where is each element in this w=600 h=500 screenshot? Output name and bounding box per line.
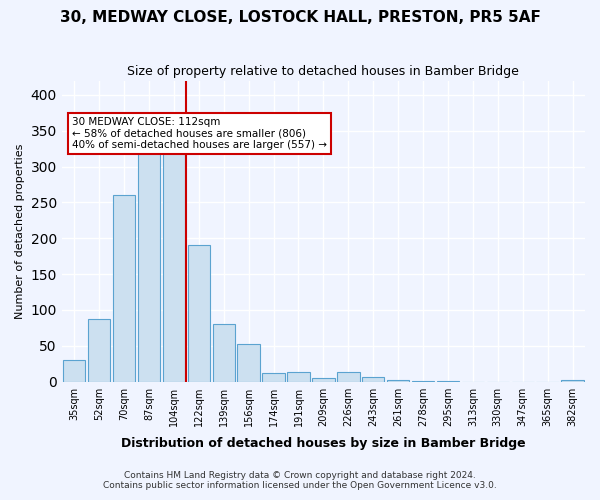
Bar [138, 152, 160, 382]
Y-axis label: Number of detached properties: Number of detached properties [15, 144, 25, 319]
Bar [262, 373, 285, 382]
Bar [312, 378, 335, 382]
Bar [337, 372, 359, 382]
Bar [88, 320, 110, 382]
Bar [163, 152, 185, 382]
Text: 30, MEDWAY CLOSE, LOSTOCK HALL, PRESTON, PR5 5AF: 30, MEDWAY CLOSE, LOSTOCK HALL, PRESTON,… [59, 10, 541, 25]
Bar [188, 246, 210, 382]
Bar [362, 376, 385, 382]
Bar [412, 381, 434, 382]
Bar [562, 380, 584, 382]
Bar [63, 360, 85, 382]
Bar [212, 324, 235, 382]
Text: 30 MEDWAY CLOSE: 112sqm
← 58% of detached houses are smaller (806)
40% of semi-d: 30 MEDWAY CLOSE: 112sqm ← 58% of detache… [72, 116, 327, 150]
Bar [287, 372, 310, 382]
Bar [437, 381, 459, 382]
Text: Contains HM Land Registry data © Crown copyright and database right 2024.
Contai: Contains HM Land Registry data © Crown c… [103, 470, 497, 490]
Bar [238, 344, 260, 382]
Bar [387, 380, 409, 382]
X-axis label: Distribution of detached houses by size in Bamber Bridge: Distribution of detached houses by size … [121, 437, 526, 450]
Bar [113, 196, 135, 382]
Title: Size of property relative to detached houses in Bamber Bridge: Size of property relative to detached ho… [127, 65, 520, 78]
